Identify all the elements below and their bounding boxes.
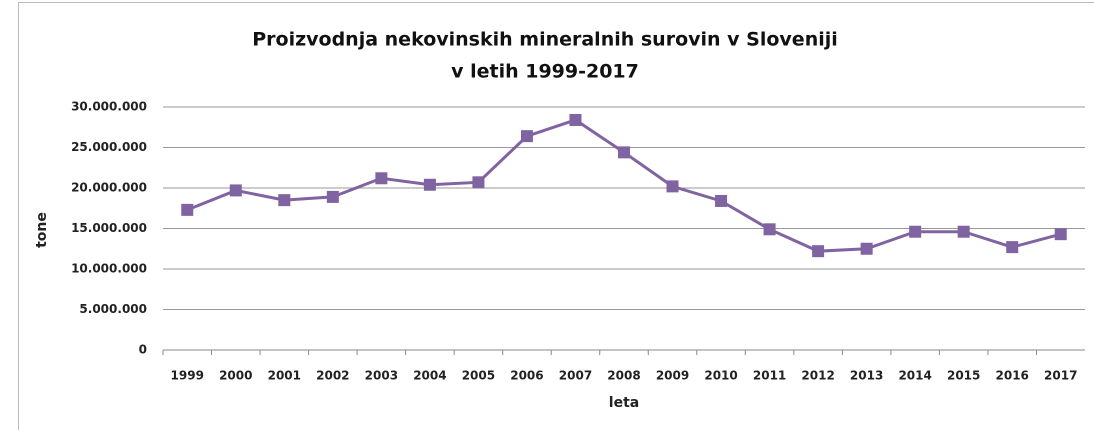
x-tick-label: 2017 [1044, 369, 1077, 383]
x-tick-label: 2000 [219, 369, 252, 383]
y-axis-label: tone [34, 212, 50, 248]
x-tick-label: 2010 [704, 369, 737, 383]
data-point [181, 204, 193, 216]
x-tick-label: 2004 [413, 369, 446, 383]
y-tick-label: 10.000.000 [71, 262, 147, 276]
data-point [327, 191, 339, 203]
data-point [764, 223, 776, 235]
x-tick-label: 2015 [947, 369, 980, 383]
data-point [1055, 228, 1067, 240]
data-point [667, 180, 679, 192]
x-tick-label: 2014 [898, 369, 931, 383]
data-point [1006, 241, 1018, 253]
data-point [715, 195, 727, 207]
data-point [375, 172, 387, 184]
x-tick-label: 2002 [316, 369, 349, 383]
y-tick-label: 5.000.000 [79, 302, 147, 316]
data-point [909, 226, 921, 238]
x-tick-label: 2001 [268, 369, 301, 383]
data-point [521, 130, 533, 142]
x-tick-label: 2009 [656, 369, 689, 383]
x-tick-label: 2012 [801, 369, 834, 383]
y-tick-label: 25.000.000 [71, 140, 147, 154]
data-point [812, 245, 824, 257]
y-tick-label: 20.000.000 [71, 181, 147, 195]
y-tick-label: 0 [139, 343, 147, 357]
x-tick-label: 2013 [850, 369, 883, 383]
y-tick-label: 30.000.000 [71, 100, 147, 114]
data-point [861, 243, 873, 255]
data-point [569, 114, 581, 126]
x-tick-label: 2005 [462, 369, 495, 383]
chart-title: Proizvodnja nekovinskih mineralnih surov… [252, 29, 838, 51]
data-line [187, 120, 1060, 251]
data-point [278, 194, 290, 206]
x-tick-label: 2006 [510, 369, 543, 383]
x-tick-label: 2008 [607, 369, 640, 383]
x-tick-label: 2007 [559, 369, 592, 383]
x-tick-label: 2011 [753, 369, 786, 383]
y-tick-label: 15.000.000 [71, 221, 147, 235]
x-tick-label: 1999 [171, 369, 204, 383]
data-point [472, 176, 484, 188]
x-tick-label: 2003 [365, 369, 398, 383]
data-point [230, 184, 242, 196]
data-point [424, 179, 436, 191]
chart-title: v letih 1999-2017 [451, 61, 639, 83]
x-tick-label: 2016 [996, 369, 1029, 383]
data-point [958, 226, 970, 238]
data-point [618, 146, 630, 158]
x-axis-label: leta [609, 395, 639, 411]
